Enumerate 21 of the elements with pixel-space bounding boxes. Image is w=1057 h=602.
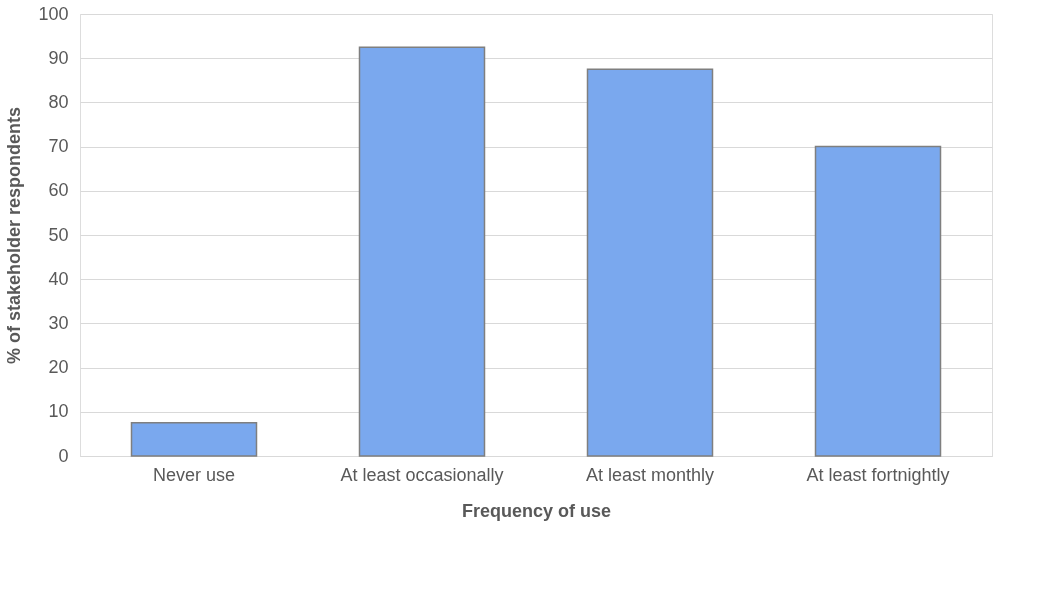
bar bbox=[814, 145, 942, 457]
y-tick-label: 30 bbox=[48, 312, 69, 333]
y-tick-label: 80 bbox=[48, 91, 69, 112]
bar bbox=[586, 68, 714, 457]
y-tick-label: 40 bbox=[48, 268, 69, 289]
y-tick-label: 50 bbox=[48, 224, 69, 245]
x-tick-label: Never use bbox=[152, 464, 236, 485]
y-tick-label: 90 bbox=[48, 47, 69, 68]
y-tick-label: 70 bbox=[48, 136, 69, 157]
y-tick-label: 100 bbox=[38, 3, 69, 24]
y-tick-label: 20 bbox=[48, 357, 69, 378]
bar bbox=[358, 46, 486, 457]
y-tick-label: 0 bbox=[58, 445, 69, 466]
x-tick-label: At least occasionally bbox=[340, 464, 504, 485]
x-tick-label: At least monthly bbox=[585, 464, 715, 485]
bar bbox=[130, 422, 258, 457]
y-tick-label: 60 bbox=[48, 180, 69, 201]
x-tick-label: At least fortnightly bbox=[806, 464, 950, 485]
y-tick-label: 10 bbox=[48, 401, 69, 422]
x-axis-title: Frequency of use bbox=[461, 500, 612, 521]
y-axis-title: % of stakeholder respondents bbox=[4, 106, 25, 365]
